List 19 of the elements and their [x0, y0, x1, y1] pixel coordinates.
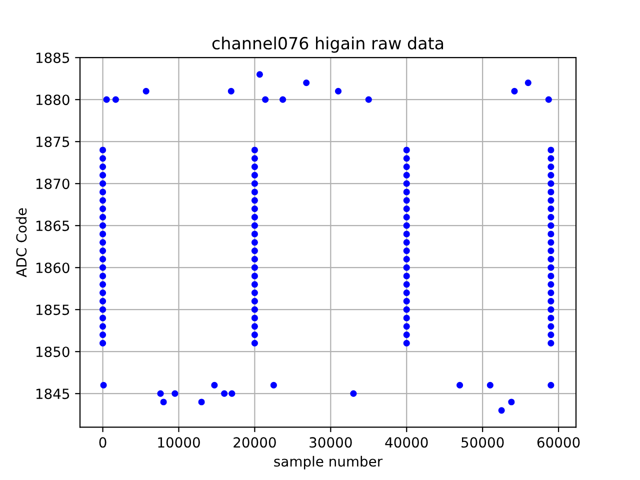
y-tick-label: 1850 — [36, 346, 70, 358]
x-tick-label: 10000 — [158, 437, 200, 448]
y-tick-label: 1885 — [36, 52, 70, 64]
x-tick-label: 50000 — [462, 437, 504, 448]
y-tick-label: 1870 — [36, 178, 70, 190]
y-tick-label: 1860 — [36, 262, 70, 274]
y-tick-label: 1845 — [36, 388, 70, 400]
x-axis-title: sample number — [274, 456, 383, 470]
x-tick-label: 30000 — [310, 437, 352, 448]
chart-title: channel076 higain raw data — [212, 36, 444, 53]
y-tick-label: 1865 — [36, 220, 70, 232]
x-tick-label: 60000 — [537, 437, 580, 448]
y-tick-label: 1875 — [36, 136, 70, 148]
x-tick-label: 40000 — [385, 437, 428, 448]
x-tick-label: 0 — [99, 437, 106, 448]
y-axis-title: ADC Code — [16, 208, 27, 278]
y-tick-label: 1855 — [36, 304, 70, 316]
x-tick-label: 20000 — [234, 437, 276, 448]
y-tick-label: 1880 — [36, 94, 70, 106]
